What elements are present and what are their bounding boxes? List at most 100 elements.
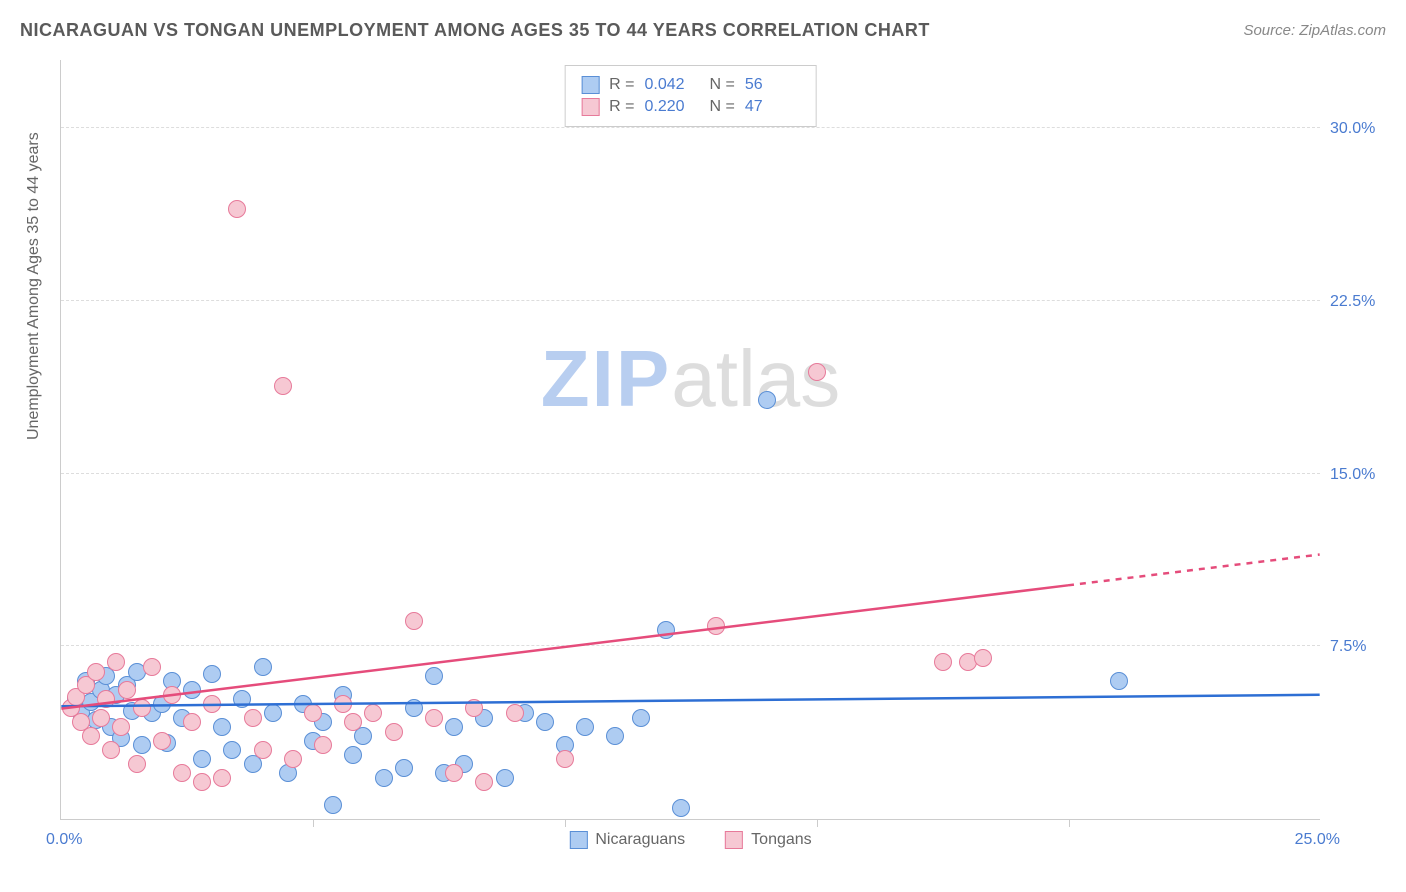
data-point bbox=[102, 741, 120, 759]
data-point bbox=[707, 617, 725, 635]
data-point bbox=[203, 695, 221, 713]
data-point bbox=[324, 796, 342, 814]
watermark: ZIPatlas bbox=[541, 333, 840, 425]
data-point bbox=[254, 741, 272, 759]
legend-swatch bbox=[725, 831, 743, 849]
data-point bbox=[808, 363, 826, 381]
legend-series: Nicaraguans Tongans bbox=[569, 831, 811, 849]
data-point bbox=[228, 200, 246, 218]
data-point bbox=[1110, 672, 1128, 690]
data-point bbox=[128, 755, 146, 773]
data-point bbox=[153, 732, 171, 750]
data-point bbox=[405, 612, 423, 630]
data-point bbox=[606, 727, 624, 745]
data-point bbox=[97, 690, 115, 708]
data-point bbox=[163, 686, 181, 704]
data-point bbox=[445, 718, 463, 736]
legend-label: Tongans bbox=[751, 831, 812, 849]
data-point bbox=[107, 653, 125, 671]
data-point bbox=[445, 764, 463, 782]
y-tick-label: 30.0% bbox=[1330, 120, 1390, 138]
data-point bbox=[244, 709, 262, 727]
legend-r-value: 0.042 bbox=[645, 76, 700, 94]
legend-r-label: R = bbox=[609, 98, 634, 116]
data-point bbox=[672, 799, 690, 817]
data-point bbox=[632, 709, 650, 727]
y-tick-label: 15.0% bbox=[1330, 466, 1390, 484]
x-tick bbox=[565, 819, 566, 827]
data-point bbox=[385, 723, 403, 741]
data-point bbox=[465, 699, 483, 717]
data-point bbox=[934, 653, 952, 671]
source-attribution: Source: ZipAtlas.com bbox=[1243, 22, 1386, 39]
trend-line-extrapolated bbox=[1068, 555, 1320, 586]
legend-n-label: N = bbox=[710, 98, 735, 116]
data-point bbox=[758, 391, 776, 409]
data-point bbox=[425, 709, 443, 727]
data-point bbox=[87, 663, 105, 681]
gridline bbox=[61, 645, 1320, 646]
data-point bbox=[143, 658, 161, 676]
plot-area: ZIPatlas R =0.042N =56R =0.220N =47 0.0%… bbox=[60, 60, 1320, 820]
data-point bbox=[193, 773, 211, 791]
x-tick bbox=[817, 819, 818, 827]
x-tick bbox=[1069, 819, 1070, 827]
x-tick bbox=[313, 819, 314, 827]
data-point bbox=[92, 709, 110, 727]
chart-title: NICARAGUAN VS TONGAN UNEMPLOYMENT AMONG … bbox=[20, 20, 930, 41]
legend-swatch bbox=[581, 98, 599, 116]
data-point bbox=[82, 727, 100, 745]
data-point bbox=[112, 718, 130, 736]
data-point bbox=[556, 750, 574, 768]
data-point bbox=[274, 377, 292, 395]
data-point bbox=[173, 764, 191, 782]
y-tick-label: 22.5% bbox=[1330, 293, 1390, 311]
data-point bbox=[133, 736, 151, 754]
gridline bbox=[61, 300, 1320, 301]
data-point bbox=[183, 681, 201, 699]
data-point bbox=[254, 658, 272, 676]
data-point bbox=[314, 736, 332, 754]
gridline bbox=[61, 473, 1320, 474]
gridline bbox=[61, 127, 1320, 128]
data-point bbox=[213, 769, 231, 787]
data-point bbox=[405, 699, 423, 717]
data-point bbox=[183, 713, 201, 731]
data-point bbox=[536, 713, 554, 731]
legend-row: R = 0.220 N = 47 bbox=[581, 96, 800, 118]
data-point bbox=[264, 704, 282, 722]
data-point bbox=[344, 746, 362, 764]
data-point bbox=[304, 704, 322, 722]
trend-line bbox=[61, 585, 1068, 708]
data-point bbox=[118, 681, 136, 699]
legend-swatch bbox=[569, 831, 587, 849]
data-point bbox=[233, 690, 251, 708]
data-point bbox=[496, 769, 514, 787]
legend-item: Nicaraguans bbox=[569, 831, 685, 849]
watermark-bold: ZIP bbox=[541, 334, 671, 423]
legend-item: Tongans bbox=[725, 831, 812, 849]
data-point bbox=[193, 750, 211, 768]
data-point bbox=[506, 704, 524, 722]
legend-n-label: N = bbox=[710, 76, 735, 94]
legend-r-value: 0.220 bbox=[645, 98, 700, 116]
data-point bbox=[284, 750, 302, 768]
data-point bbox=[364, 704, 382, 722]
legend-swatch bbox=[581, 76, 599, 94]
legend-n-value: 56 bbox=[745, 76, 800, 94]
data-point bbox=[475, 773, 493, 791]
title-bar: NICARAGUAN VS TONGAN UNEMPLOYMENT AMONG … bbox=[20, 20, 1386, 41]
legend-row: R =0.042N =56 bbox=[581, 74, 800, 96]
trend-lines bbox=[61, 60, 1320, 819]
data-point bbox=[375, 769, 393, 787]
legend-n-value: 47 bbox=[745, 98, 800, 116]
data-point bbox=[974, 649, 992, 667]
x-axis-max-label: 25.0% bbox=[1295, 831, 1340, 849]
data-point bbox=[395, 759, 413, 777]
legend-correlation: R = 0.042 N = 56 R = 0.220 N = 47 bbox=[564, 65, 817, 127]
legend-label: Nicaraguans bbox=[595, 831, 685, 849]
data-point bbox=[576, 718, 594, 736]
y-axis-label: Unemployment Among Ages 35 to 44 years bbox=[25, 132, 43, 440]
data-point bbox=[425, 667, 443, 685]
data-point bbox=[334, 695, 352, 713]
